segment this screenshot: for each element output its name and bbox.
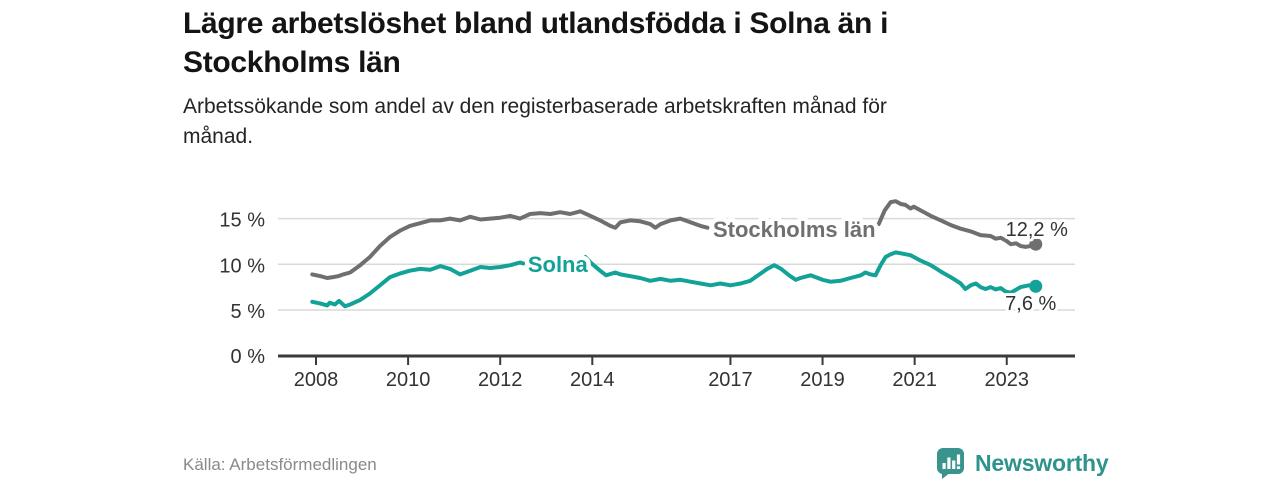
series-line-solna-seg0	[310, 260, 526, 309]
series-line-stockholms-l-n-seg1	[876, 199, 1038, 249]
chart-header: Lägre arbetslöshet bland utlandsfödda i …	[183, 4, 1193, 152]
y-axis-label-0: 0 %	[231, 346, 266, 368]
x-axis-tick-label-2014: 2014	[570, 369, 615, 391]
page-title-line-1: Lägre arbetslöshet bland utlandsfödda i …	[183, 7, 889, 40]
series-line-stockholms-l-n-seg0	[310, 209, 710, 280]
x-axis-tick-label-2010: 2010	[386, 369, 431, 391]
x-axis-tick-label-2023: 2023	[985, 369, 1030, 391]
newsworthy-bubble-chart-icon	[937, 448, 964, 479]
y-axis-label-10: 10 %	[219, 255, 265, 277]
series-label-stockholms-l-n: Stockholms län	[713, 217, 876, 242]
series-end-dot-solna	[1029, 279, 1043, 293]
series-end-dot-stockholms-l-n	[1029, 237, 1043, 251]
newsworthy-logo[interactable]: Newsworthy	[936, 446, 1109, 480]
x-axis-tick-label-2008: 2008	[294, 369, 339, 391]
chart-subtitle-line-1: Arbetssökande som andel av den registerb…	[183, 95, 887, 118]
series-end-value-solna: 7,6 %	[1005, 293, 1056, 315]
series-label-solna: Solna	[528, 252, 589, 277]
series-line-solna-seg1	[583, 250, 1038, 295]
x-axis-tick-label-2021: 2021	[892, 369, 937, 391]
x-axis-tick-label-2017: 2017	[708, 369, 753, 391]
page-title-line-2: Stockholms län	[183, 46, 401, 79]
y-axis-label-5: 5 %	[231, 301, 266, 323]
chart-subtitle-line-2: månad.	[183, 125, 254, 148]
x-axis-tick-label-2019: 2019	[800, 369, 845, 391]
series-end-value-stockholms-l-n: 12,2 %	[1006, 219, 1068, 241]
newsworthy-wordmark: Newsworthy	[975, 449, 1109, 476]
source-note: Källa: Arbetsförmedlingen	[183, 455, 377, 474]
y-axis-label-15: 15 %	[219, 210, 265, 232]
x-axis-tick-label-2012: 2012	[478, 369, 523, 391]
